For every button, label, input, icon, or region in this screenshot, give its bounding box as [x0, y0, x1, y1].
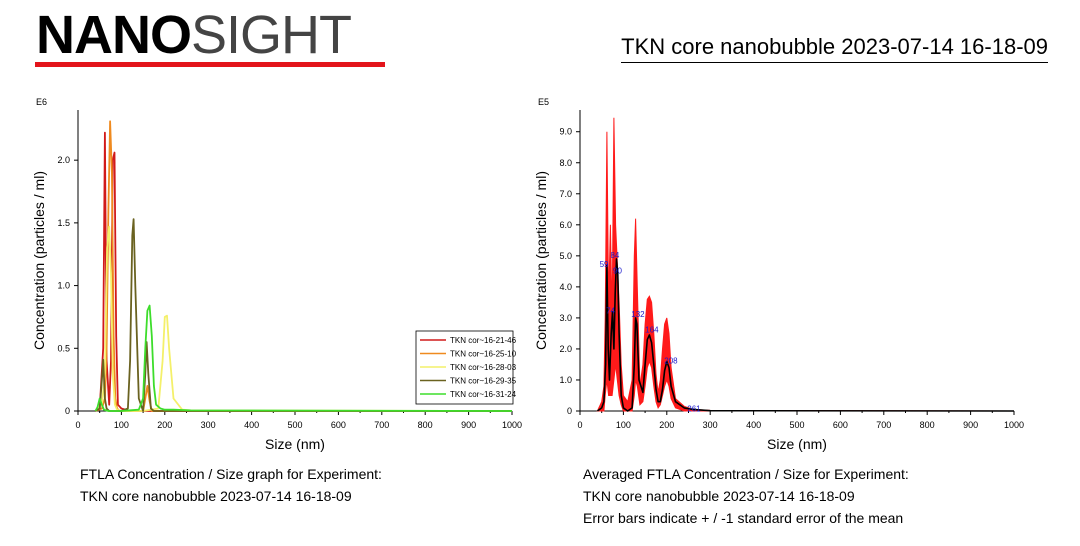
series-line-5	[94, 304, 513, 412]
x-tick-label: 500	[287, 420, 302, 430]
y-tick-label: 2.0	[57, 155, 70, 165]
x-tick-label: 200	[659, 420, 674, 430]
x-tick-label: 0	[75, 420, 80, 430]
y-tick-label: 0.5	[57, 343, 70, 353]
x-tick-label: 800	[418, 420, 433, 430]
left-caption-line-1: FTLA Concentration / Size graph for Expe…	[80, 466, 382, 482]
legend-entry: TKN cor~16-29-35	[450, 377, 517, 386]
series-line-4	[94, 218, 512, 412]
legend-entry: TKN cor~16-25-10	[450, 350, 517, 359]
x-tick-label: 900	[963, 420, 978, 430]
x-tick-label: 200	[157, 420, 172, 430]
right-caption-line-3: Error bars indicate + / -1 standard erro…	[583, 510, 904, 526]
logo-underline-bar	[35, 62, 385, 67]
y-tick-label: 1.0	[57, 281, 70, 291]
y-multiplier-label: E6	[36, 97, 47, 107]
x-tick-label: 0	[577, 420, 582, 430]
x-tick-label: 100	[616, 420, 631, 430]
y-tick-label: 7.0	[559, 189, 572, 199]
x-tick-label: 400	[244, 420, 259, 430]
error-band	[596, 117, 1015, 412]
experiment-title: TKN core nanobubble 2023-07-14 16-18-09	[621, 34, 1048, 63]
y-tick-label: 6.0	[559, 220, 572, 230]
concentration-size-chart: 0 100 200 300 400 500 600 700 800 900 1000 0 0.5 1.0 1…	[31, 97, 522, 452]
y-tick-label: 1.0	[559, 375, 572, 385]
y-tick-label: 5.0	[559, 251, 572, 261]
legend-entry: TKN cor~16-21-46	[450, 336, 517, 345]
peak-label: 90	[613, 266, 622, 275]
x-tick-label: 1000	[1004, 420, 1024, 430]
x-tick-label: 700	[876, 420, 891, 430]
y-multiplier-label: E5	[538, 97, 549, 107]
x-axis-label: Size (nm)	[265, 436, 325, 452]
logo-light-text: SIGHT	[191, 5, 352, 65]
peak-label: 132	[631, 310, 645, 319]
x-axis-label: Size (nm)	[767, 436, 827, 452]
y-axis-label: Concentration (particles / ml)	[533, 171, 549, 350]
y-tick-label: 2.0	[559, 344, 572, 354]
left-chart-caption: FTLA Concentration / Size graph for Expe…	[80, 463, 382, 507]
legend-entry: TKN cor~16-28-03	[450, 363, 517, 372]
y-axis-label: Concentration (particles / ml)	[31, 171, 47, 350]
right-caption-line-1: Averaged FTLA Concentration / Size for E…	[583, 466, 909, 482]
y-tick-label: 9.0	[559, 127, 572, 137]
x-tick-label: 700	[374, 420, 389, 430]
left-caption-line-2: TKN core nanobubble 2023-07-14 16-18-09	[80, 488, 352, 504]
x-tick-label: 600	[331, 420, 346, 430]
x-tick-label: 800	[920, 420, 935, 430]
x-tick-label: 500	[789, 420, 804, 430]
peak-label: 164	[645, 325, 659, 334]
x-tick-label: 300	[703, 420, 718, 430]
y-tick-label: 4.0	[559, 282, 572, 292]
x-tick-label: 600	[833, 420, 848, 430]
y-tick-label: 3.0	[559, 313, 572, 323]
averaged-concentration-size-chart: 0 100 200 300 400 500 600 700 800 900 1000 0 1.0 2.0 3…	[533, 97, 1024, 452]
peak-label: 208	[664, 356, 678, 365]
x-tick-label: 100	[114, 420, 129, 430]
peak-label: 59	[600, 260, 609, 269]
peak-label: 74	[606, 307, 615, 316]
peak-label: 84	[610, 251, 619, 260]
y-tick-label: 8.0	[559, 158, 572, 168]
mean-line	[596, 258, 1015, 412]
logo-bold-text: NANO	[36, 5, 192, 65]
y-tick-label: 0	[65, 406, 70, 416]
x-tick-label: 400	[746, 420, 761, 430]
y-tick-label: 1.5	[57, 218, 70, 228]
y-tick-label: 0	[567, 406, 572, 416]
peak-label: 261	[687, 404, 701, 413]
x-tick-label: 300	[201, 420, 216, 430]
nanosight-logo: NANOSIGHT	[36, 5, 352, 65]
right-caption-line-2: TKN core nanobubble 2023-07-14 16-18-09	[583, 488, 855, 504]
legend-entry: TKN cor~16-31-24	[450, 390, 517, 399]
right-chart-caption: Averaged FTLA Concentration / Size for E…	[583, 463, 909, 529]
x-tick-label: 900	[461, 420, 476, 430]
x-tick-label: 1000	[502, 420, 522, 430]
